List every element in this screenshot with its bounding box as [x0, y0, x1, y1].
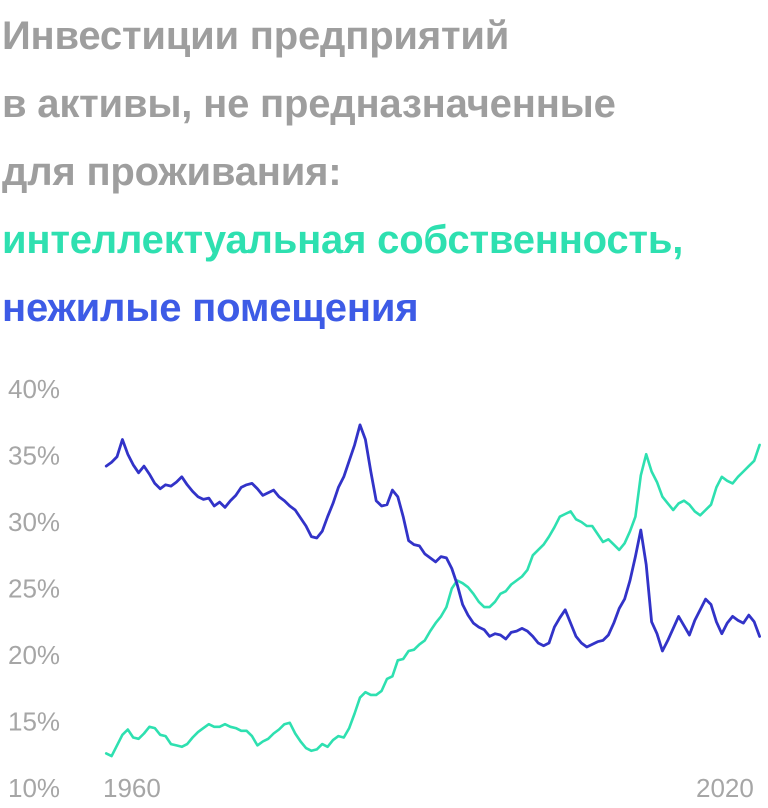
y-tick-label: 10%	[8, 773, 60, 803]
y-tick-label: 25%	[8, 574, 60, 604]
series-line-ip	[104, 443, 761, 758]
title-line-3: для проживания:	[2, 150, 342, 194]
y-tick-label: 15%	[8, 707, 60, 737]
chart-title: Инвестиции предприятий в активы, не пред…	[2, 2, 766, 342]
title-line-ip: интеллектуальная собственность,	[2, 218, 684, 262]
x-tick-label: 2020	[696, 773, 754, 803]
title-line-nonresidential: нежилые помещения	[2, 286, 419, 330]
series-line-nonresidential	[104, 423, 761, 653]
y-tick-label: 20%	[8, 640, 60, 670]
title-line-2: в активы, не предназначенные	[2, 82, 616, 126]
y-tick-label: 30%	[8, 507, 60, 537]
y-tick-label: 40%	[8, 374, 60, 404]
y-tick-label: 35%	[8, 441, 60, 471]
title-line-1: Инвестиции предприятий	[2, 14, 510, 58]
x-tick-label: 1960	[103, 773, 161, 803]
